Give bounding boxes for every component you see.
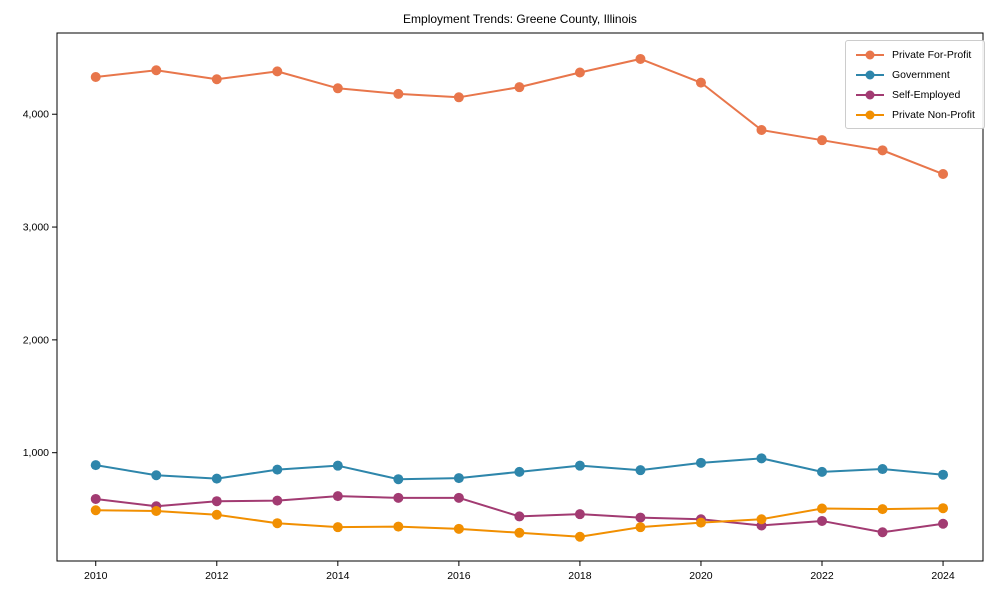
series-marker-private-for-profit (90, 72, 101, 82)
y-axis-tick-label: 1,000 (23, 447, 49, 459)
x-axis-tick-label: 2012 (205, 570, 229, 582)
y-axis-tick-label: 2,000 (23, 334, 49, 346)
legend-item-self-employed: Self-Employed (855, 86, 975, 103)
series-marker-self-employed (514, 511, 525, 522)
series-marker-government (453, 473, 464, 484)
series-marker-private-for-profit (574, 67, 585, 78)
series-marker-government (817, 466, 828, 477)
y-axis-tick-label: 3,000 (23, 222, 49, 234)
series-marker-government (151, 470, 162, 481)
legend-label: Private For-Profit (892, 48, 972, 61)
series-marker-self-employed (635, 512, 646, 523)
series-marker-self-employed (393, 492, 404, 503)
series-marker-private-non-profit (211, 509, 222, 520)
series-marker-private-for-profit (453, 92, 464, 103)
legend-item-government: Government (855, 66, 975, 83)
x-axis-tick-label: 2018 (568, 570, 592, 582)
chart-title: Employment Trends: Greene County, Illino… (403, 12, 637, 26)
series-marker-self-employed (877, 527, 888, 538)
series-marker-private-non-profit (151, 506, 162, 517)
axes-box (56, 32, 984, 562)
series-marker-private-for-profit (211, 74, 222, 85)
series-marker-self-employed (453, 492, 464, 503)
series-marker-private-non-profit (695, 517, 706, 528)
legend-label: Government (892, 68, 950, 81)
series-marker-government (635, 465, 646, 476)
series-marker-self-employed (817, 515, 828, 526)
series-marker-private-non-profit (272, 518, 283, 529)
series-marker-government (514, 466, 525, 477)
series-marker-private-for-profit (756, 125, 767, 136)
series-marker-self-employed (332, 491, 343, 502)
series-marker-private-non-profit (453, 523, 464, 534)
legend-label: Self-Employed (892, 88, 961, 101)
series-marker-government (332, 460, 343, 471)
x-axis-tick-label: 2024 (931, 570, 955, 582)
x-axis-tick-label: 2010 (84, 570, 108, 582)
series-marker-self-employed (211, 496, 222, 507)
legend-marker-icon (856, 90, 884, 99)
series-marker-private-for-profit (393, 88, 404, 99)
series-marker-private-non-profit (514, 527, 525, 538)
series-marker-government (695, 457, 706, 468)
series-marker-self-employed (272, 495, 283, 506)
series-marker-private-non-profit (635, 522, 646, 533)
series-marker-private-for-profit (272, 66, 283, 77)
x-axis-tick-label: 2022 (810, 570, 834, 582)
series-marker-government (393, 474, 404, 485)
series-marker-government (938, 469, 949, 480)
legend-marker-icon (856, 110, 884, 119)
series-marker-private-non-profit (938, 503, 949, 514)
series-marker-private-non-profit (756, 514, 767, 525)
series-marker-private-non-profit (574, 531, 585, 542)
x-axis-tick-label: 2014 (326, 570, 350, 582)
series-marker-private-for-profit (877, 145, 888, 156)
series-marker-private-for-profit (938, 169, 949, 180)
series-marker-private-for-profit (332, 83, 343, 94)
series-marker-private-non-profit (90, 505, 101, 516)
series-marker-private-non-profit (877, 504, 888, 515)
series-marker-private-non-profit (817, 503, 828, 514)
series-line-private-for-profit (94, 57, 945, 176)
series-marker-self-employed (938, 518, 949, 529)
legend-marker-icon (856, 70, 884, 79)
legend-label: Private Non-Profit (892, 108, 975, 121)
series-marker-private-for-profit (514, 82, 525, 93)
legend-item-private-non-profit: Private Non-Profit (855, 106, 975, 123)
series-marker-government (90, 460, 101, 471)
y-axis-tick-label: 4,000 (23, 109, 49, 121)
series-marker-private-for-profit (635, 53, 646, 64)
legend-item-private-for-profit: Private For-Profit (855, 46, 975, 63)
series-marker-government (211, 473, 222, 484)
series-marker-government (756, 453, 767, 464)
series-marker-private-for-profit (817, 135, 828, 146)
series-marker-self-employed (574, 509, 585, 520)
series-marker-government (272, 464, 283, 475)
x-axis-tick-label: 2020 (689, 570, 713, 582)
x-axis-tick-label: 2016 (447, 570, 471, 582)
legend: Private For-Profit Government Self-Employe… (845, 40, 985, 129)
series-marker-government (574, 460, 585, 471)
series-marker-self-employed (90, 493, 101, 504)
series-marker-government (877, 464, 888, 475)
series-marker-private-for-profit (151, 65, 162, 76)
series-marker-private-non-profit (393, 521, 404, 532)
series-marker-private-for-profit (695, 77, 706, 88)
legend-marker-icon (856, 50, 884, 59)
series-marker-private-non-profit (332, 522, 343, 533)
